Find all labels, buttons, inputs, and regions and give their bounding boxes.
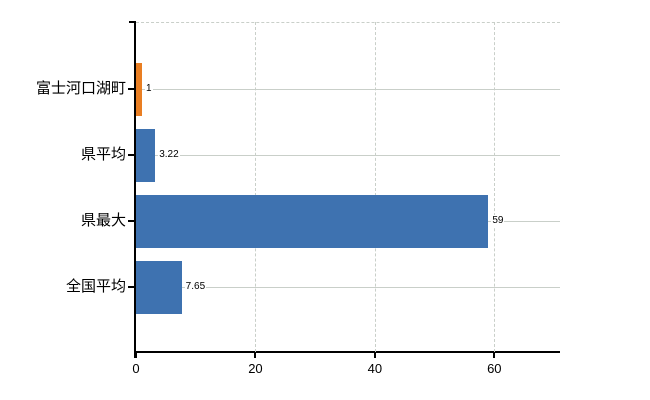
y-axis-tick [128, 220, 136, 222]
x-axis-tick-label: 60 [487, 361, 502, 376]
category-label: 富士河口湖町 [35, 80, 126, 97]
x-axis-tick [135, 353, 137, 358]
gridline-vertical [255, 22, 257, 352]
y-axis-tick [128, 88, 136, 90]
category-label: 県平均 [80, 146, 126, 163]
x-axis-line [136, 351, 560, 353]
x-axis-tick-label: 40 [367, 361, 383, 376]
gridline-horizontal [136, 155, 560, 156]
x-axis-tick [254, 353, 257, 358]
y-axis-tick [128, 154, 136, 156]
value-label: 3.22 [158, 149, 180, 161]
value-label: 1 [144, 83, 153, 95]
category-label: 全国平均 [65, 278, 126, 295]
gridline-vertical [374, 22, 376, 352]
category-label: 県最大 [80, 212, 126, 229]
gridline-vertical [494, 22, 496, 352]
y-axis-tick [128, 286, 136, 288]
bar [136, 62, 142, 116]
x-axis-tick-label: 20 [248, 361, 263, 376]
bar [136, 128, 156, 182]
x-axis-tick [493, 353, 496, 358]
bar [136, 260, 182, 314]
gridline-horizontal [136, 287, 560, 288]
bar [136, 194, 489, 248]
value-label: 59 [491, 215, 505, 227]
plot-area [136, 22, 560, 352]
y-axis-top-tick [129, 21, 136, 23]
x-axis-tick [373, 353, 376, 358]
value-label: 7.65 [184, 281, 207, 293]
y-axis-line [134, 21, 136, 358]
x-axis-tick-label: 0 [132, 361, 140, 376]
gridline-horizontal [136, 89, 560, 90]
